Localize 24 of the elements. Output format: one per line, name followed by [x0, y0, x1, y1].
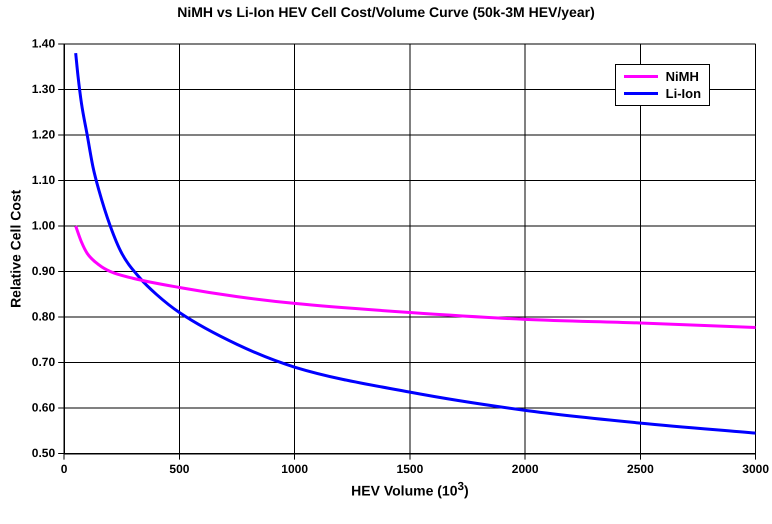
chart-title: NiMH vs Li-Ion HEV Cell Cost/Volume Curve (50k-3M HEV/year)	[176, 3, 596, 22]
y-tick-label: 1.20	[32, 127, 56, 142]
y-tick-label: 0.80	[32, 309, 56, 324]
y-tick-label: 0.60	[32, 400, 56, 414]
y-tick-label: 0.90	[32, 264, 56, 278]
legend-label: Li-Ion	[666, 85, 702, 102]
x-tick-label: 1500	[396, 462, 424, 476]
line-series	[74, 52, 756, 435]
y-tick-label: 1.00	[32, 218, 56, 232]
x-tick-label: 0	[60, 462, 68, 476]
y-axis-title: Relative Cell Cost	[7, 189, 24, 308]
x-axis-title: HEV Volume (10$^{3}$)	[351, 480, 469, 498]
x-tick-label: 1000	[281, 462, 308, 476]
y-tick-label: 0.50	[32, 446, 56, 460]
x-tick-label: 2500	[627, 462, 654, 476]
y-tick-label: 1.10	[32, 172, 56, 187]
y-tick-label: 1.40	[32, 36, 56, 50]
x-tick-label: 2000	[512, 462, 539, 476]
y-tick-label: 0.70	[32, 354, 56, 369]
legend-label: NiMH	[666, 68, 699, 85]
line-series	[74, 224, 756, 330]
x-tick-label: 3000	[742, 462, 770, 476]
y-tick-label: 1.30	[32, 82, 56, 96]
x-tick-label: 500	[169, 462, 190, 476]
